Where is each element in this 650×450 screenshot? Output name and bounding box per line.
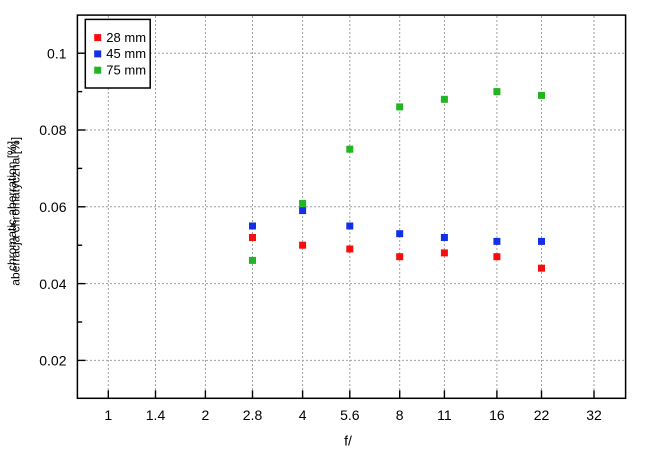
svg-text:5.6: 5.6 <box>340 407 360 423</box>
svg-text:1: 1 <box>104 407 112 423</box>
svg-text:1.4: 1.4 <box>146 407 166 423</box>
svg-text:0.04: 0.04 <box>39 276 66 292</box>
svg-text:0.1: 0.1 <box>47 45 67 61</box>
svg-text:2.8: 2.8 <box>243 407 263 423</box>
svg-text:32: 32 <box>586 407 602 423</box>
svg-text:28 mm: 28 mm <box>106 30 146 45</box>
svg-text:aberracja chromatyczna [%]: aberracja chromatyczna [%] <box>9 137 23 286</box>
svg-text:11: 11 <box>437 407 452 423</box>
svg-text:0.06: 0.06 <box>39 199 66 215</box>
svg-text:16: 16 <box>489 407 505 423</box>
svg-text:22: 22 <box>534 407 550 423</box>
svg-text:0.08: 0.08 <box>39 122 66 138</box>
svg-text:f/: f/ <box>344 432 352 448</box>
svg-text:4: 4 <box>299 407 307 423</box>
svg-text:45 mm: 45 mm <box>106 46 146 61</box>
svg-text:75 mm: 75 mm <box>106 62 146 77</box>
svg-text:2: 2 <box>202 407 210 423</box>
svg-text:0.02: 0.02 <box>39 353 66 369</box>
svg-text:chromatic aberration [%]: chromatic aberration [%] <box>5 141 19 271</box>
svg-text:8: 8 <box>396 407 404 423</box>
